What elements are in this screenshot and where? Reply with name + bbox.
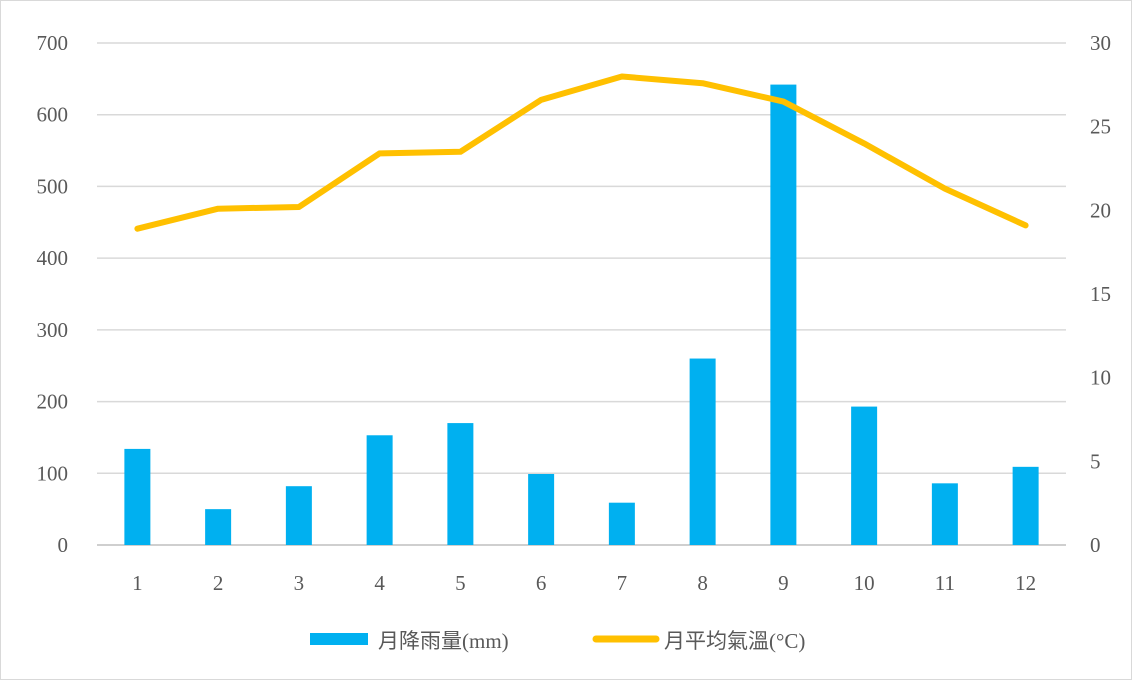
left-tick-label: 700 <box>37 31 69 55</box>
rainfall-bar <box>689 358 716 545</box>
rainfall-bar <box>285 486 312 545</box>
right-tick-label: 0 <box>1090 533 1101 557</box>
x-tick-label: 12 <box>1015 571 1036 595</box>
legend: 月降雨量(mm) 月平均氣溫(°C) <box>310 629 805 653</box>
rainfall-bar <box>124 448 151 545</box>
temperature-line-group <box>134 73 1029 232</box>
rainfall-bar <box>528 474 555 545</box>
rainfall-bar <box>205 509 232 545</box>
x-tick-label: 1 <box>132 571 143 595</box>
rainfall-bar <box>931 483 958 545</box>
left-axis-ticks: 0 100 200 300 400 500 600 700 <box>37 31 69 557</box>
left-tick-label: 300 <box>37 318 69 342</box>
legend-rain-swatch <box>310 633 368 645</box>
right-tick-label: 20 <box>1090 198 1111 222</box>
right-tick-label: 10 <box>1090 366 1111 390</box>
x-tick-label: 9 <box>778 571 789 595</box>
rainfall-bars <box>124 84 1039 545</box>
x-tick-label: 7 <box>617 571 628 595</box>
left-tick-label: 600 <box>37 103 69 127</box>
left-tick-label: 500 <box>37 174 69 198</box>
x-tick-label: 6 <box>536 571 547 595</box>
temperature-line <box>134 73 1029 232</box>
rainfall-bar <box>770 84 797 545</box>
left-tick-label: 400 <box>37 246 69 270</box>
x-tick-label: 8 <box>697 571 708 595</box>
x-tick-label: 10 <box>854 571 875 595</box>
right-tick-label: 25 <box>1090 115 1111 139</box>
rainfall-bar <box>851 406 878 545</box>
x-tick-label: 3 <box>294 571 305 595</box>
rainfall-bar <box>1012 466 1039 545</box>
left-tick-label: 0 <box>58 533 69 557</box>
right-tick-label: 30 <box>1090 31 1111 55</box>
left-tick-label: 100 <box>37 461 69 485</box>
x-tick-label: 2 <box>213 571 224 595</box>
x-tick-label: 5 <box>455 571 466 595</box>
gridlines <box>97 42 1066 546</box>
right-axis-ticks: 0 5 10 15 20 25 30 <box>1090 31 1111 557</box>
right-tick-label: 5 <box>1090 449 1101 473</box>
rainfall-bar <box>608 502 635 545</box>
x-axis-ticks: 1 2 3 4 5 6 7 8 9 10 11 12 <box>132 571 1036 595</box>
legend-rain-label: 月降雨量(mm) <box>378 629 509 653</box>
rainfall-bar <box>366 435 393 545</box>
x-tick-label: 4 <box>374 571 385 595</box>
right-tick-label: 15 <box>1090 282 1111 306</box>
rainfall-bar <box>447 423 474 545</box>
left-tick-label: 200 <box>37 390 69 414</box>
x-tick-label: 11 <box>935 571 955 595</box>
legend-temp-label: 月平均氣溫(°C) <box>664 629 805 653</box>
